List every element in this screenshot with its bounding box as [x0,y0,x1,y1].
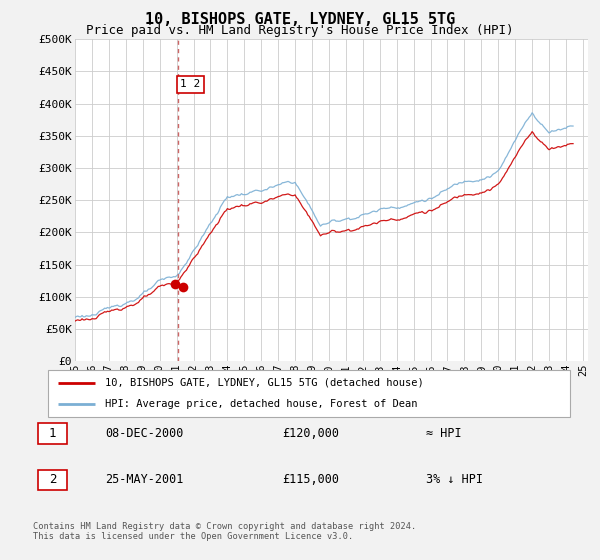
Text: HPI: Average price, detached house, Forest of Dean: HPI: Average price, detached house, Fore… [106,399,418,409]
Text: Price paid vs. HM Land Registry's House Price Index (HPI): Price paid vs. HM Land Registry's House … [86,24,514,36]
Text: £115,000: £115,000 [282,473,339,487]
Text: 2: 2 [49,473,56,487]
Text: £120,000: £120,000 [282,427,339,440]
Text: 1 2: 1 2 [181,80,201,89]
Text: 1: 1 [49,427,56,440]
Text: Contains HM Land Registry data © Crown copyright and database right 2024.
This d: Contains HM Land Registry data © Crown c… [33,522,416,542]
Text: 3% ↓ HPI: 3% ↓ HPI [426,473,483,487]
Text: ≈ HPI: ≈ HPI [426,427,461,440]
Text: 10, BISHOPS GATE, LYDNEY, GL15 5TG (detached house): 10, BISHOPS GATE, LYDNEY, GL15 5TG (deta… [106,378,424,388]
Text: 08-DEC-2000: 08-DEC-2000 [105,427,184,440]
Text: 25-MAY-2001: 25-MAY-2001 [105,473,184,487]
Text: 10, BISHOPS GATE, LYDNEY, GL15 5TG: 10, BISHOPS GATE, LYDNEY, GL15 5TG [145,12,455,27]
